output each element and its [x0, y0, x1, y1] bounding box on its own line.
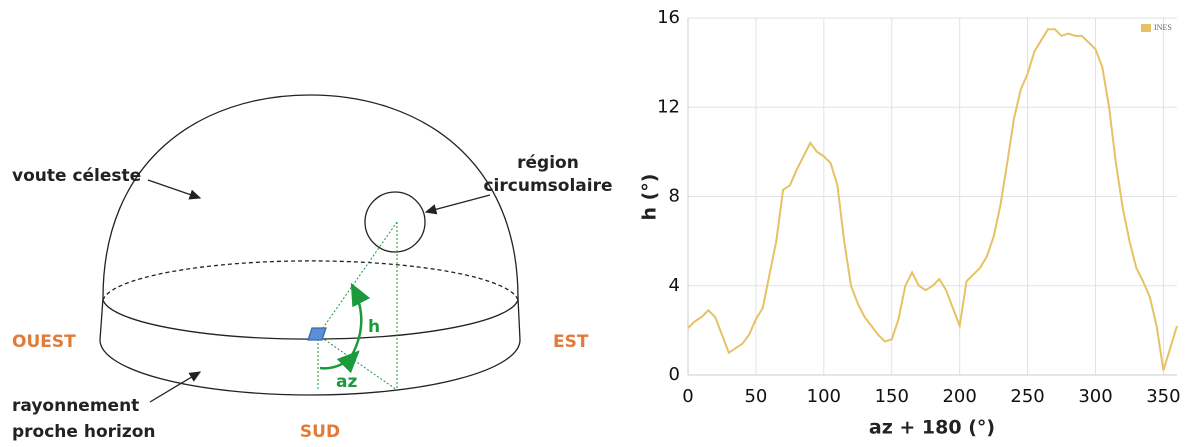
legend-swatch [1141, 24, 1151, 32]
h-arrow [346, 282, 371, 363]
circumsolar-region [364, 191, 426, 253]
y-tick-label: 16 [657, 7, 680, 28]
az-label: az [336, 372, 357, 392]
y-axis-label: h (°) [639, 173, 661, 220]
horizon-label: rayonnement [12, 396, 139, 416]
x-tick-label: 0 [682, 386, 693, 407]
x-tick-label: 350 [1146, 386, 1180, 407]
y-tick-label: 4 [669, 275, 680, 296]
arrow [147, 179, 202, 200]
side-right [517, 297, 521, 341]
x-tick-label: 250 [1010, 386, 1044, 407]
diagram [99, 94, 521, 403]
y-tick-label: 12 [657, 96, 680, 117]
west-label: OUEST [12, 332, 76, 352]
guide [317, 221, 398, 336]
legend-label: INES [1154, 23, 1172, 32]
base-rim [99, 339, 521, 396]
y-tick-label: 8 [669, 186, 680, 207]
x-tick-label: 150 [875, 386, 909, 407]
circumsolar-label: région [517, 153, 579, 173]
dome [102, 94, 519, 299]
arrow [424, 194, 491, 215]
x-tick-label: 300 [1078, 386, 1112, 407]
circumsolar-label: circumsolaire [483, 176, 612, 196]
side-left [99, 297, 104, 341]
y-tick-label: 0 [669, 364, 680, 385]
south-label: SUD [300, 422, 340, 442]
h-label: h [368, 317, 380, 337]
back-rim [102, 260, 519, 301]
az-arrow [319, 350, 360, 374]
x-tick-label: 100 [807, 386, 841, 407]
horizon-label: proche horizon [12, 422, 156, 442]
east-label: EST [553, 332, 589, 352]
x-tick-label: 50 [744, 386, 767, 407]
line [687, 28, 1178, 371]
sensor [307, 327, 327, 341]
sky-label: voute céleste [12, 166, 141, 186]
arrow [149, 371, 202, 403]
x-tick-label: 200 [942, 386, 976, 407]
x-axis-label: az + 180 (°) [869, 417, 995, 439]
